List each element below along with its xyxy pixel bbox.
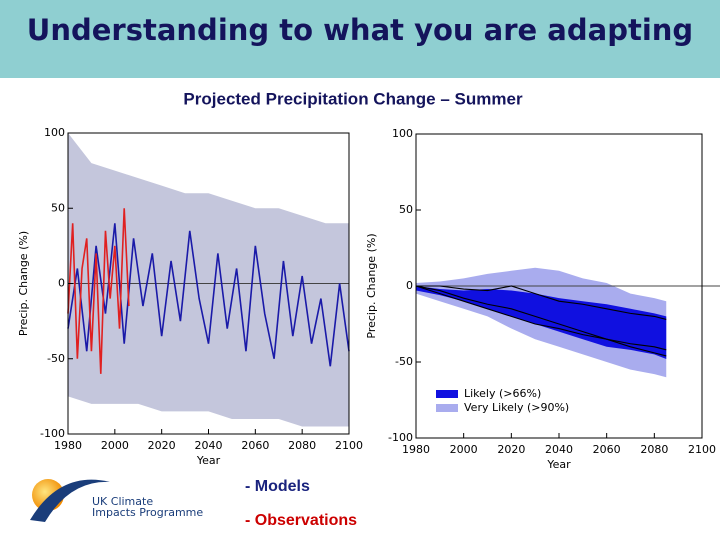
logo-swoosh: [30, 479, 110, 522]
logo-text: UK Climate: [92, 495, 153, 508]
y-tick-label: 50: [51, 201, 65, 214]
series-line: [67, 208, 130, 374]
series-line: [67, 223, 350, 367]
x-tick-label: 1980: [54, 439, 82, 452]
y-tick-label: -100: [388, 431, 413, 444]
band: [68, 133, 349, 427]
note-models: - Models: [245, 478, 310, 495]
x-tick-label: 2000: [450, 443, 478, 456]
legend-label: Very Likely (>90%): [464, 401, 569, 414]
series-line: [415, 285, 667, 351]
y-tick-label: -50: [47, 352, 65, 365]
subtitle: Projected Precipitation Change – Summer: [183, 89, 523, 108]
slide-title: Understanding to what you are adapting: [27, 13, 693, 47]
x-tick-label: 2060: [241, 439, 269, 452]
y-tick-label: -50: [395, 355, 413, 368]
x-axis-label: Year: [546, 458, 571, 471]
x-tick-label: 2080: [640, 443, 668, 456]
logo-text: Impacts Programme: [92, 506, 203, 519]
legend-swatch: [436, 390, 458, 398]
x-tick-label: 2040: [195, 439, 223, 452]
y-axis-label: Precip. Change (%): [365, 233, 378, 338]
y-tick-label: 0: [58, 277, 65, 290]
legend-swatch: [436, 404, 458, 412]
y-tick-label: -100: [40, 427, 65, 440]
x-axis-label: Year: [196, 454, 221, 467]
chart: -100 -50 0 50 100 1980 2000 2020 2040 2060 2080 210…: [17, 126, 363, 467]
title-bar: [0, 0, 720, 78]
series-line: [416, 285, 667, 320]
x-tick-label: 2000: [101, 439, 129, 452]
x-tick-label: 2020: [148, 439, 176, 452]
x-tick-label: 2100: [688, 443, 716, 456]
x-tick-label: 1980: [402, 443, 430, 456]
note-observations: - Observations: [245, 512, 357, 529]
band: [416, 286, 667, 359]
x-tick-label: 2100: [335, 439, 363, 452]
x-tick-label: 2080: [288, 439, 316, 452]
x-tick-label: 2060: [593, 443, 621, 456]
y-tick-label: 50: [399, 203, 413, 216]
chart: -100 -50 0 50 100 1980 2000 2020 2040 2060 2080 210…: [365, 127, 720, 471]
logo: UK Climate Impacts Programme: [30, 479, 203, 522]
y-tick-label: 0: [406, 279, 413, 292]
y-tick-label: 100: [392, 127, 413, 140]
x-tick-label: 2020: [497, 443, 525, 456]
y-tick-label: 100: [44, 126, 65, 139]
series-line: [415, 285, 667, 357]
x-tick-label: 2040: [545, 443, 573, 456]
legend-label: Likely (>66%): [464, 387, 541, 400]
y-axis-label: Precip. Change (%): [17, 231, 30, 336]
